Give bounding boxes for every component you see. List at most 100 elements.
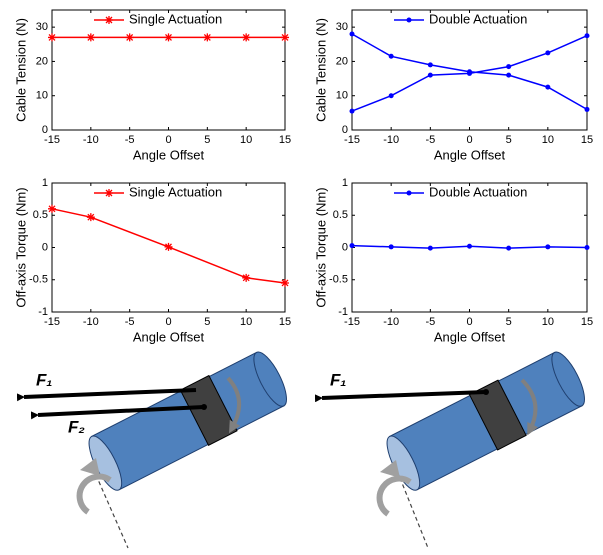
- y-tick-label: 1: [342, 177, 348, 189]
- x-tick-label: -15: [344, 316, 360, 328]
- x-tick-label: -10: [83, 316, 99, 328]
- x-tick-label: 0: [165, 134, 171, 146]
- marker: [281, 278, 289, 287]
- y-axis-label: Off-axis Torque (Nm): [313, 187, 328, 307]
- y-tick-label: 1: [42, 177, 48, 189]
- x-tick-label: 15: [581, 134, 593, 146]
- cylinder: [88, 351, 287, 491]
- marker: [86, 33, 95, 42]
- marker: [506, 64, 512, 70]
- marker: [242, 273, 251, 282]
- y-tick-label: 20: [336, 55, 348, 67]
- x-tick-label: -15: [344, 134, 360, 146]
- x-tick-label: -15: [44, 134, 60, 146]
- marker: [427, 245, 433, 251]
- marker: [506, 245, 512, 251]
- x-tick-label: 10: [240, 316, 252, 328]
- legend-label: Single Actuation: [129, 184, 222, 199]
- marker: [388, 53, 394, 59]
- x-tick-label: 5: [506, 134, 512, 146]
- y-tick-label: 20: [36, 55, 48, 67]
- y-tick-label: -1: [338, 306, 348, 318]
- force-label: F₁: [330, 370, 346, 389]
- marker: [349, 31, 355, 37]
- x-tick-label: -15: [44, 316, 60, 328]
- x-tick-label: 10: [240, 134, 252, 146]
- marker: [349, 108, 355, 114]
- marker: [545, 50, 551, 56]
- marker: [406, 190, 412, 196]
- marker: [125, 33, 134, 42]
- torque-arrow: [520, 378, 539, 436]
- marker: [584, 33, 590, 39]
- y-tick-label: 0: [42, 124, 48, 136]
- y-tick-label: 0.5: [333, 209, 348, 221]
- force-arrow: [16, 388, 197, 402]
- x-tick-label: 10: [542, 316, 554, 328]
- x-tick-label: 0: [466, 134, 472, 146]
- marker: [164, 242, 173, 251]
- marker: [281, 33, 289, 42]
- axis-line: [399, 477, 429, 549]
- x-tick-label: 5: [506, 316, 512, 328]
- y-tick-label: 10: [336, 90, 348, 102]
- force-arrow: [314, 390, 487, 403]
- marker: [48, 33, 56, 42]
- y-tick-label: 0: [42, 241, 48, 253]
- x-tick-label: -5: [125, 316, 135, 328]
- force-label: F₂: [68, 417, 85, 436]
- marker: [105, 189, 113, 197]
- torque-arrow: [226, 376, 241, 434]
- plot-area: [51, 9, 286, 131]
- y-tick-label: -1: [38, 306, 48, 318]
- y-axis-label: Off-axis Torque (Nm): [13, 187, 28, 307]
- x-tick-label: 0: [165, 316, 171, 328]
- diagram-left: F₁ F₂: [16, 351, 287, 549]
- diagram-right: F₁: [314, 351, 585, 549]
- marker: [506, 72, 512, 78]
- x-axis-label: Angle Offset: [434, 329, 506, 344]
- marker: [388, 244, 394, 250]
- legend-label: Double Actuation: [429, 11, 527, 26]
- y-axis-label: Cable Tension (N): [313, 18, 328, 122]
- marker: [467, 70, 472, 76]
- marker: [388, 93, 394, 99]
- marker: [406, 17, 412, 23]
- x-axis-label: Angle Offset: [133, 147, 205, 162]
- x-tick-label: -5: [425, 134, 435, 146]
- marker: [427, 62, 433, 68]
- marker: [349, 243, 355, 249]
- x-tick-label: 5: [204, 134, 210, 146]
- marker: [584, 106, 590, 112]
- y-tick-label: 30: [336, 21, 348, 33]
- marker: [545, 244, 551, 250]
- y-tick-label: 0: [342, 241, 348, 253]
- marker: [203, 33, 212, 42]
- force-arrow: [30, 405, 205, 420]
- force-label: F₁: [36, 370, 52, 389]
- marker: [584, 245, 590, 250]
- rotation-arrow: [76, 473, 112, 515]
- marker: [164, 33, 173, 42]
- x-tick-label: -10: [383, 316, 399, 328]
- marker: [105, 16, 113, 24]
- x-tick-label: 5: [204, 316, 210, 328]
- rotation-arrow: [376, 475, 412, 517]
- x-tick-label: -5: [125, 134, 135, 146]
- y-tick-label: 0.5: [33, 209, 48, 221]
- y-axis-label: Cable Tension (N): [13, 18, 28, 122]
- marker: [545, 84, 551, 90]
- x-axis-label: Angle Offset: [434, 147, 506, 162]
- x-axis-label: Angle Offset: [133, 329, 205, 344]
- y-tick-label: -0.5: [329, 274, 348, 286]
- cylinder: [386, 351, 585, 491]
- y-tick-label: -0.5: [29, 274, 48, 286]
- x-tick-label: 15: [279, 134, 291, 146]
- marker: [242, 33, 251, 42]
- marker: [86, 213, 95, 222]
- marker: [467, 243, 472, 249]
- x-tick-label: 10: [542, 134, 554, 146]
- x-tick-label: 15: [279, 316, 291, 328]
- x-tick-label: 0: [466, 316, 472, 328]
